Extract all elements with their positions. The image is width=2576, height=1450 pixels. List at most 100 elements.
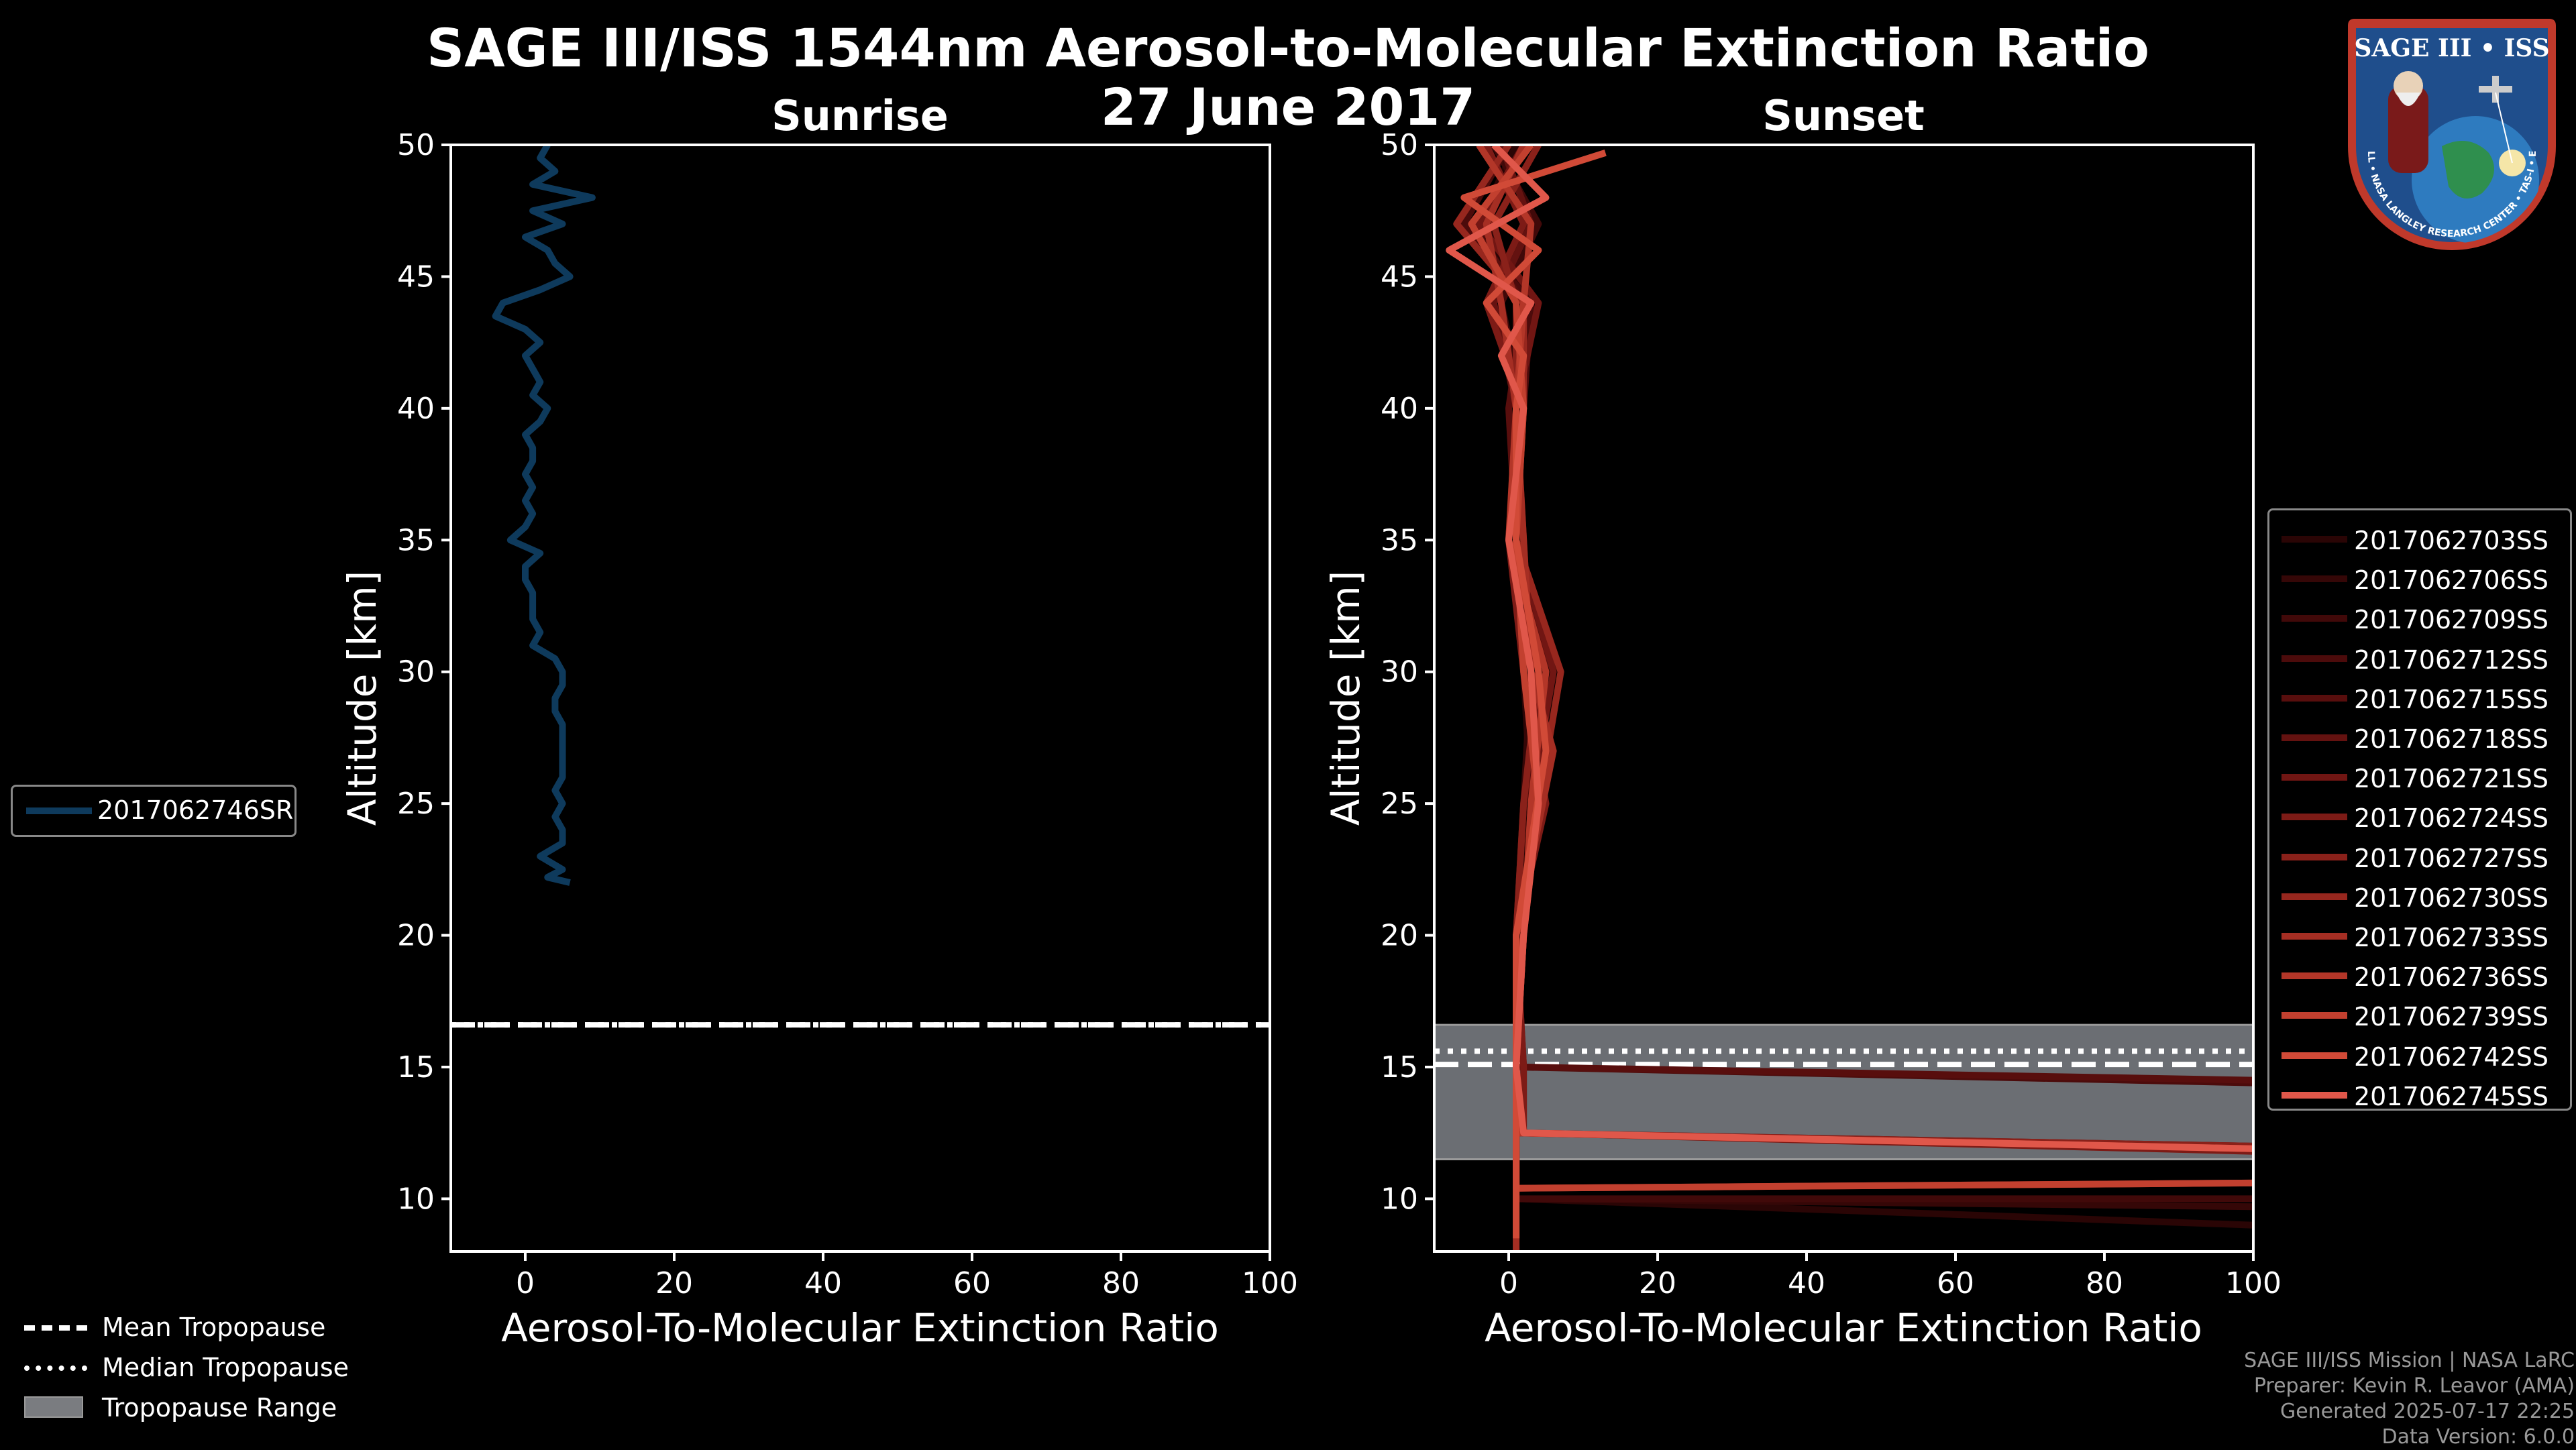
sunrise-ytick-label: 20 bbox=[397, 919, 435, 953]
chart-date: 27 June 2017 bbox=[1100, 77, 1476, 137]
sunset-plot: 10 15 20 25 30 35 40 45 50 0 20 40 60 80 100 bbox=[1381, 128, 2282, 1300]
sunrise-ytick-label: 10 bbox=[397, 1182, 435, 1216]
sunset-legend-label: 2017062703SS bbox=[2354, 526, 2549, 555]
sunset-series-group bbox=[1446, 145, 2253, 1251]
sunset-legend-swatch bbox=[2282, 536, 2347, 543]
median-tropopause-label: Median Tropopause bbox=[102, 1353, 349, 1382]
mean-tropopause-swatch bbox=[24, 1325, 87, 1331]
sunrise-xtick-label: 80 bbox=[1102, 1266, 1140, 1300]
sunset-legend-swatch bbox=[2282, 655, 2347, 662]
median-tropopause-swatch bbox=[24, 1365, 87, 1371]
sunset-legend-label: 2017062712SS bbox=[2354, 645, 2549, 675]
sunset-legend-swatch bbox=[2282, 774, 2347, 781]
sunset-y-axis-label: Altitude [km] bbox=[1323, 571, 1368, 826]
sunset-legend-label: 2017062745SS bbox=[2354, 1081, 2549, 1111]
sunset-xtick-label: 40 bbox=[1788, 1266, 1825, 1300]
sage-iii-iss-logo: SAGE III • ISS BALL • NASA LANGLEY RESEA… bbox=[2341, 12, 2556, 250]
sunrise-ytick-label: 15 bbox=[397, 1050, 435, 1084]
credits: SAGE III/ISS Mission | NASA LaRC Prepare… bbox=[2244, 1348, 2575, 1450]
credit-mission: SAGE III/ISS Mission | NASA LaRC bbox=[2244, 1349, 2575, 1372]
sunset-x-axis-label: Aerosol-To-Molecular Extinction Ratio bbox=[1485, 1305, 2202, 1351]
sunset-legend-swatch bbox=[2282, 814, 2347, 821]
sunset-legend-swatch bbox=[2282, 734, 2347, 741]
sunrise-ytick-label: 30 bbox=[397, 655, 435, 689]
sunrise-xtick-label: 40 bbox=[804, 1266, 842, 1300]
sunset-legend-label: 2017062718SS bbox=[2354, 724, 2549, 754]
sunrise-xtick-label: 20 bbox=[655, 1266, 693, 1300]
sunset-legend-swatch bbox=[2282, 615, 2347, 622]
sunrise-xtick-label: 60 bbox=[953, 1266, 991, 1300]
sunset-legend-label: 2017062727SS bbox=[2354, 843, 2549, 873]
sunrise-ytick-label: 40 bbox=[397, 392, 435, 426]
logo-header bbox=[2356, 28, 2548, 67]
series-line-2017062745SS bbox=[1446, 145, 2253, 1152]
series-line-2017062724SS bbox=[1483, 145, 2253, 1155]
logo-text: SAGE III • ISS bbox=[2354, 34, 2549, 62]
series-line-2017062746SR bbox=[492, 145, 596, 886]
series-line-2017062715SS bbox=[1468, 145, 2253, 1084]
sunrise-plot: 10 15 20 25 30 35 40 45 50 0 20 40 60 80 100 bbox=[397, 128, 1298, 1300]
sunset-legend-label: 2017062736SS bbox=[2354, 962, 2549, 993]
sunset-legend-label: 2017062730SS bbox=[2354, 883, 2549, 913]
series-line-2017062736SS bbox=[1476, 145, 2253, 1152]
sunset-legend: 2017062703SS 2017062706SS 2017062709SS 2017… bbox=[2267, 508, 2572, 1111]
sunrise-ytick-label: 25 bbox=[397, 787, 435, 821]
tropopause-range-swatch bbox=[24, 1396, 83, 1418]
sunset-legend-label: 2017062742SS bbox=[2354, 1042, 2549, 1072]
sunset-legend-swatch bbox=[2282, 893, 2347, 900]
sunset-ytick-label: 35 bbox=[1381, 523, 1418, 557]
sunset-legend-swatch bbox=[2282, 933, 2347, 940]
sunset-ytick-label: 25 bbox=[1381, 787, 1418, 821]
series-line-2017062721SS bbox=[1475, 145, 2253, 1152]
sunset-legend-label: 2017062739SS bbox=[2354, 1002, 2549, 1032]
sunset-xtick-label: 60 bbox=[1937, 1266, 1974, 1300]
sunset-legend-swatch bbox=[2282, 694, 2347, 702]
sunrise-xtick-label: 100 bbox=[1242, 1266, 1298, 1300]
sunrise-series-group bbox=[492, 145, 596, 886]
sunset-legend-swatch bbox=[2282, 1012, 2347, 1019]
credit-generated: Generated 2025-07-17 22:25 bbox=[2279, 1400, 2575, 1423]
sunset-axes-frame bbox=[1433, 144, 2255, 1253]
tropopause-range-label: Tropopause Range bbox=[102, 1393, 337, 1423]
sunrise-subtitle: Sunrise bbox=[771, 91, 949, 140]
sunset-ytick-label: 15 bbox=[1381, 1050, 1418, 1084]
sunset-legend-label: 2017062709SS bbox=[2354, 605, 2549, 635]
sunrise-y-axis-label: Altitude [km] bbox=[339, 571, 385, 826]
series-line-2017062727SS bbox=[1490, 145, 2253, 1150]
sunset-legend-swatch bbox=[2282, 1091, 2347, 1099]
sunset-xtick-label: 0 bbox=[1499, 1266, 1518, 1300]
sunset-legend-swatch bbox=[2282, 853, 2347, 860]
series-line-2017062712SS bbox=[1460, 145, 2253, 1086]
sunrise-xtick-label: 0 bbox=[516, 1266, 535, 1300]
series-line-2017062718SS bbox=[1490, 145, 2253, 1150]
sunset-ytick-label: 40 bbox=[1381, 392, 1418, 426]
chart-title: SAGE III/ISS 1544nm Aerosol-to-Molecular… bbox=[427, 19, 2149, 79]
sunset-legend-label: 2017062706SS bbox=[2354, 565, 2549, 596]
logo-figure bbox=[2388, 86, 2428, 173]
sunset-ytick-label: 45 bbox=[1381, 260, 1418, 294]
sunrise-legend-label: 2017062746SR bbox=[97, 795, 294, 825]
credit-preparer: Preparer: Kevin R. Leavor (AMA) bbox=[2253, 1374, 2575, 1398]
sunset-ytick-label: 50 bbox=[1381, 128, 1418, 162]
sunset-ytick-label: 10 bbox=[1381, 1182, 1418, 1216]
sunset-subtitle: Sunset bbox=[1762, 91, 1925, 140]
sunset-legend-label: 2017062733SS bbox=[2354, 923, 2549, 952]
sunrise-x-axis-label: Aerosol-To-Molecular Extinction Ratio bbox=[501, 1305, 1219, 1351]
sunrise-ytick-label: 50 bbox=[397, 128, 435, 162]
sunrise-ytick-label: 35 bbox=[397, 523, 435, 557]
sunset-legend-swatch bbox=[2282, 972, 2347, 980]
sunset-ytick-label: 20 bbox=[1381, 919, 1418, 953]
sunset-legend-label: 2017062724SS bbox=[2354, 803, 2549, 834]
sunset-legend-swatch bbox=[2282, 1052, 2347, 1059]
sunset-legend-swatch bbox=[2282, 575, 2347, 583]
tropopause-legend: Mean Tropopause Median Tropopause Tropop… bbox=[24, 1308, 427, 1429]
sunset-xtick-label: 80 bbox=[2086, 1266, 2123, 1300]
series-line-2017062742SS bbox=[1460, 150, 1607, 1239]
sunset-xtick-label: 20 bbox=[1639, 1266, 1676, 1300]
sunrise-ytick-label: 45 bbox=[397, 260, 435, 294]
sunrise-legend: 2017062746SR bbox=[11, 785, 297, 837]
sunrise-axes-frame bbox=[449, 144, 1271, 1253]
sunset-xtick-label: 100 bbox=[2225, 1266, 2282, 1300]
sunrise-legend-swatch bbox=[26, 807, 92, 814]
